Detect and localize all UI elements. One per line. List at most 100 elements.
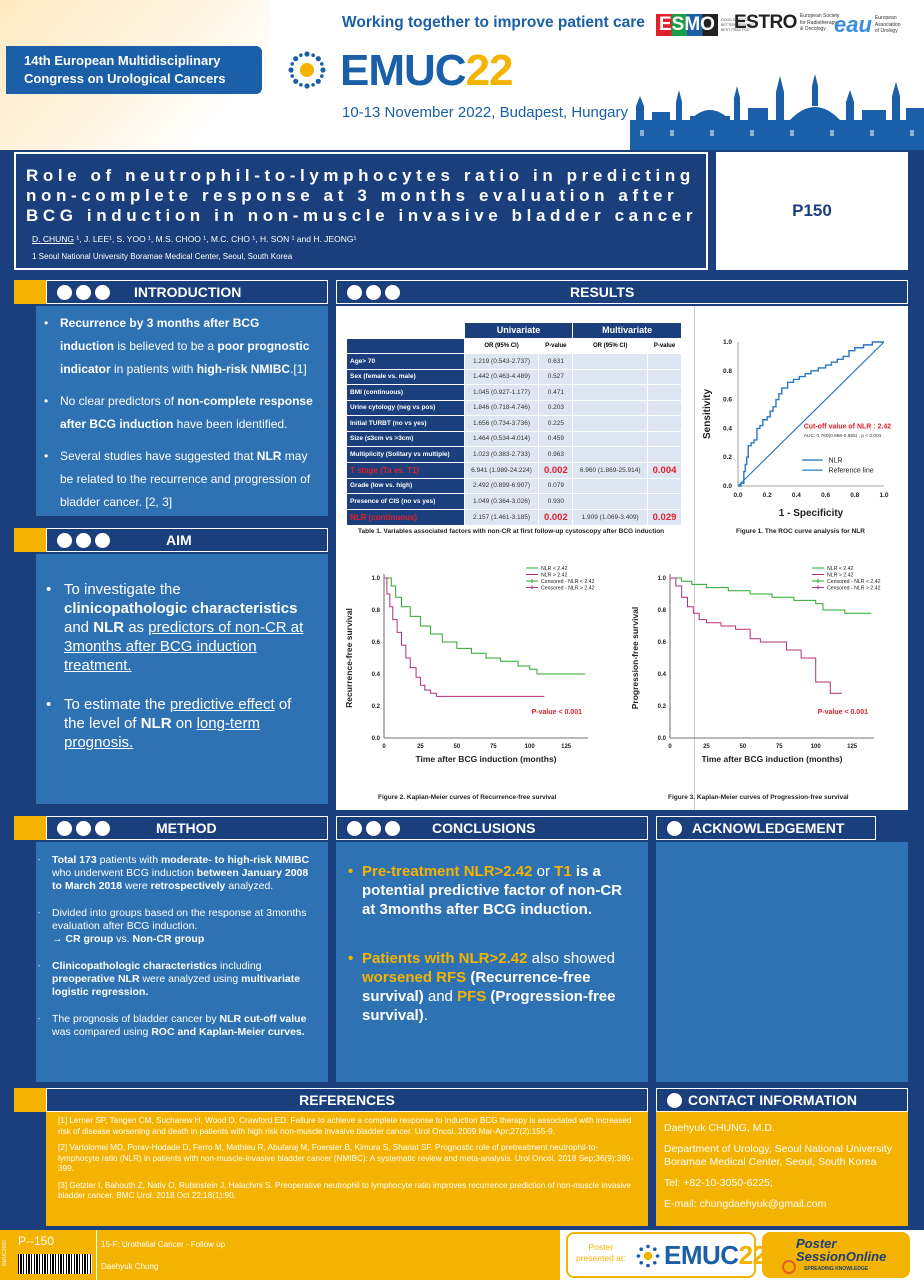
km-pfs-x-tick: 125 <box>847 744 858 750</box>
table-cell-m-or <box>572 353 649 370</box>
table-cell-u-or: 1.846 (0.718-4.746) <box>463 399 540 416</box>
intro-list: • Recurrence by 3 months after BCG induct… <box>44 312 316 514</box>
table-cell-m-p <box>647 399 682 416</box>
table-cell-m-p <box>647 477 682 494</box>
eau-logo-text: eau <box>834 12 872 37</box>
conclusion-1: • Pre-treatment NLR>2.42 or T1 is a poten… <box>348 863 623 918</box>
method-item-4: - The prognosis of bladder cancer by NLR … <box>38 1013 307 1038</box>
table-cell-m-p <box>647 415 682 432</box>
roc-y-tick: 1.0 <box>723 339 732 346</box>
intro-dots-icon <box>57 284 110 300</box>
conclusions-header: CONCLUSIONS <box>336 816 648 840</box>
aim-bullet-1: • To investigate the clinicopathologic ch… <box>46 581 304 674</box>
km-rfs-legend-label: NLR > 2.42 <box>541 573 568 579</box>
km-pfs-legend-label: NLR < 2.42 <box>827 566 854 572</box>
footer-barcode <box>18 1254 92 1274</box>
table-cell-u-or: 1.045 (0.927-1.177) <box>463 384 540 401</box>
table-cell-u-p: 0.527 <box>538 368 574 385</box>
km-pfs-pvalue: P-value < 0.001 <box>818 709 869 716</box>
poster-id-box: P150 <box>716 152 908 270</box>
eau-logo: eau European Association of Urology <box>834 12 901 38</box>
roc-legend-nlr: NLR <box>829 458 843 465</box>
km-pfs-y-tick: 0.4 <box>658 672 667 678</box>
results-header: RESULTS <box>336 280 908 304</box>
table-cell-label: Age> 70 <box>346 353 465 370</box>
roc-y-tick: 0.2 <box>723 454 732 461</box>
table-row: Size (≤3cm vs >3cm) 1.464 (0.534-4.014) 0.… <box>346 430 682 447</box>
conclusions-panel: • Pre-treatment NLR>2.42 or T1 is a poten… <box>336 842 648 1082</box>
table-header-row-1: Univariate Multivariate <box>346 322 682 339</box>
th-multivariate: Multivariate <box>572 322 682 339</box>
contact-header: CONTACT INFORMATION <box>656 1088 908 1112</box>
header: Working together to improve patient care… <box>0 0 924 152</box>
title-line-1: Role of neutrophil-to-lymphocytes ratio … <box>26 166 695 185</box>
km-pfs-x-label: Time after BCG induction (months) <box>701 754 842 764</box>
intro-bullet-3: • Several studies have suggested that NLR… <box>44 449 311 509</box>
km-rfs-x-label: Time after BCG induction (months) <box>415 754 556 764</box>
ack-panel <box>656 842 908 1082</box>
table-cell-label: Multiplicity (Solitary vs multiple) <box>346 446 465 463</box>
footer-emuc-sun-icon <box>636 1244 660 1268</box>
contact-title: CONTACT INFORMATION <box>688 1092 858 1108</box>
table-row: NLR (continuous) 2.157 (1.461-3.185) 0.002… <box>346 508 682 526</box>
table-cell-u-or: 6.941 (1.989-24.224) <box>463 461 540 479</box>
contact-dept: Department of Urology, Seoul National Un… <box>664 1143 892 1168</box>
roc-x-tick: 1.0 <box>879 492 888 499</box>
references-panel: [1] Lerner SP, Tangen CM, Sucharew H, Wo… <box>46 1112 648 1226</box>
table-cell-m-p <box>647 368 682 385</box>
th-or-multi: OR (95% CI) <box>572 337 649 354</box>
method-dots-icon <box>57 820 110 836</box>
poster-title: Role of neutrophil-to-lymphocytes ratio … <box>26 166 697 226</box>
roc-x-tick: 0.4 <box>792 492 801 499</box>
table-cell-label: T stage (Ta vs. T1) <box>346 461 465 479</box>
table-header-row-2: OR (95% CI) P-value OR (95% CI) P-value <box>346 337 682 354</box>
esmo-logo-small: GOOD SCIENCE BETTER MEDICINE BEST PRACTICE <box>720 17 754 32</box>
regression-table: Univariate Multivariate OR (95% CI) P-va… <box>346 322 682 526</box>
method-item-2: - Divided into groups based on the respon… <box>38 907 307 945</box>
roc-cutoff-label: Cut-off value of NLR : 2.42 <box>804 423 892 430</box>
roc-x-tick: 0.8 <box>850 492 859 499</box>
table-cell-m-or <box>572 415 649 432</box>
km-pfs-caption: Figure 3. Kaplan-Meier curves of Progres… <box>668 794 849 801</box>
km-pfs-x-tick: 75 <box>776 744 783 750</box>
table-cell-u-p: 0.002 <box>538 461 574 479</box>
table-cell-m-or: 1.909 (1.069-3.409) <box>572 508 649 526</box>
estro-logo-small: European Society for Radiotherapy & Oncolo… <box>799 13 840 33</box>
km-rfs-x-tick: 50 <box>454 744 461 750</box>
lead-author: D. CHUNG <box>32 234 75 244</box>
table-cell-label: Initial TURBT (no vs yes) <box>346 415 465 432</box>
table-cell-u-or: 1.049 (0.364-3.026) <box>463 493 540 510</box>
contact-email: E-mail: chungdaehyuk@gmail.com <box>664 1198 827 1210</box>
method-header: METHOD <box>46 816 328 840</box>
km-pfs-legend-label: NLR > 2.42 <box>827 573 854 579</box>
table-cell-u-p: 0.459 <box>538 430 574 447</box>
table-cell-label: Grade (low vs. high) <box>346 477 465 494</box>
km-pfs-x-tick: 50 <box>740 744 747 750</box>
th-univariate: Univariate <box>463 322 574 339</box>
table-cell-m-p <box>647 430 682 447</box>
intro-yellow-bar <box>14 280 46 304</box>
km-rfs-x-tick: 75 <box>490 744 497 750</box>
method-title: METHOD <box>156 820 217 836</box>
table-cell-m-p <box>647 493 682 510</box>
table-caption: Table 1. Variables associated factors wi… <box>358 528 665 535</box>
ack-title: ACKNOWLEDGEMENT <box>692 820 845 836</box>
method-item-1: - Total 173 patients with moderate- to hi… <box>38 854 310 892</box>
contact-name: Daehyuk CHUNG, M.D. <box>664 1122 775 1134</box>
th-or-uni: OR (95% CI) <box>463 337 540 354</box>
results-table: Univariate Multivariate OR (95% CI) P-va… <box>346 322 682 526</box>
congress-dates: 10-13 November 2022, Budapest, Hungary <box>342 104 629 121</box>
estro-logo: ESTRO European Society for Radiotherapy & … <box>734 12 839 34</box>
emuc-sun-icon <box>288 51 326 89</box>
table-cell-m-or <box>572 493 649 510</box>
references-yellow-bar <box>14 1088 46 1112</box>
table-cell-u-p: 0.963 <box>538 446 574 463</box>
table-cell-u-p: 0.471 <box>538 384 574 401</box>
km-pfs-legend-label: Censored - NLR > 2.42 <box>827 586 881 592</box>
roc-y-tick: 0.8 <box>723 368 732 375</box>
km-rfs-x-tick: 0 <box>382 744 386 750</box>
results-divider <box>694 306 695 810</box>
table-cell-m-or <box>572 430 649 447</box>
ack-dot-icon <box>667 820 682 836</box>
table-cell-u-p: 0.930 <box>538 493 574 510</box>
